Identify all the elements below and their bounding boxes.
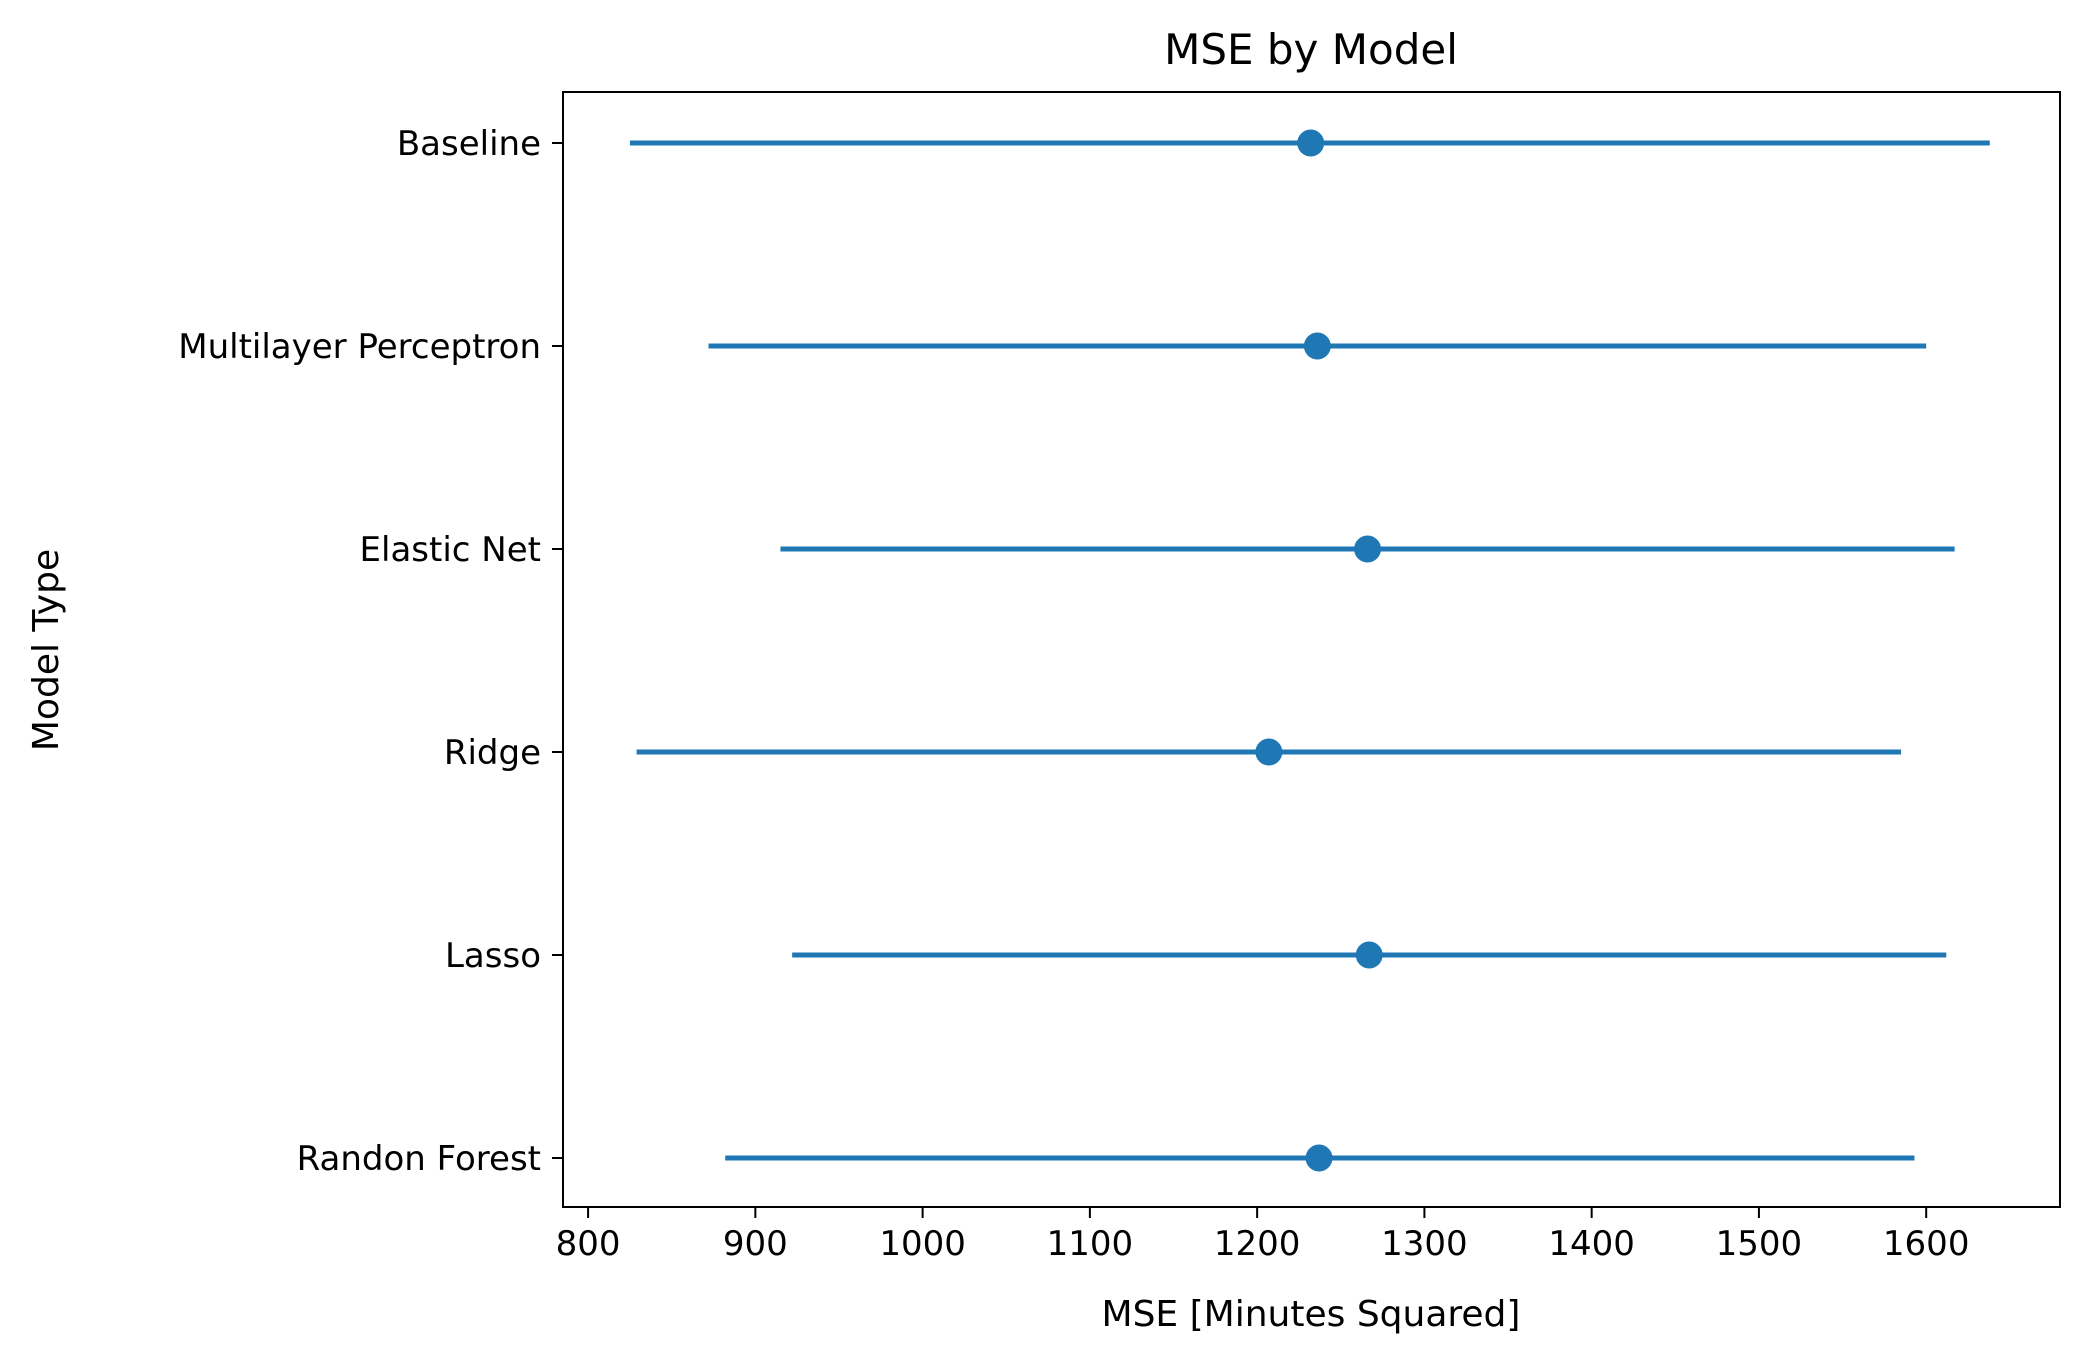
x-tick-label: 1600 — [1883, 1224, 1970, 1264]
y-tick-label: Multilayer Perceptron — [178, 327, 541, 367]
x-tick-label: 800 — [556, 1224, 621, 1264]
x-axis-label: MSE [Minutes Squared] — [1102, 1294, 1521, 1335]
x-tick-label: 1000 — [879, 1224, 966, 1264]
x-tick-label: 1100 — [1047, 1224, 1134, 1264]
mean-point — [1303, 332, 1331, 360]
x-tick-label: 1300 — [1381, 1224, 1468, 1264]
mean-point — [1297, 129, 1325, 157]
x-tick-label: 900 — [723, 1224, 788, 1264]
x-tick-label: 1200 — [1214, 1224, 1301, 1264]
plot-area: 800 900 1000 1100 1200 1300 1400 1500 1600 Baseli… — [178, 91, 2061, 1264]
x-tick-label: 1400 — [1548, 1224, 1635, 1264]
chart-title: MSE by Model — [1164, 25, 1458, 74]
y-tick-label: Ridge — [444, 733, 541, 773]
mean-point — [1354, 535, 1382, 563]
y-tick-label: Baseline — [397, 124, 541, 164]
mean-point — [1255, 738, 1283, 766]
y-tick-label: Lasso — [445, 936, 541, 976]
y-tick-label: Elastic Net — [360, 530, 541, 570]
y-tick-label: Randon Forest — [297, 1139, 541, 1179]
y-axis-label: Model Type — [26, 549, 67, 751]
mean-point — [1305, 1144, 1333, 1172]
x-tick-label: 1500 — [1716, 1224, 1803, 1264]
plot-frame — [562, 91, 2061, 1208]
mean-point — [1355, 941, 1383, 969]
